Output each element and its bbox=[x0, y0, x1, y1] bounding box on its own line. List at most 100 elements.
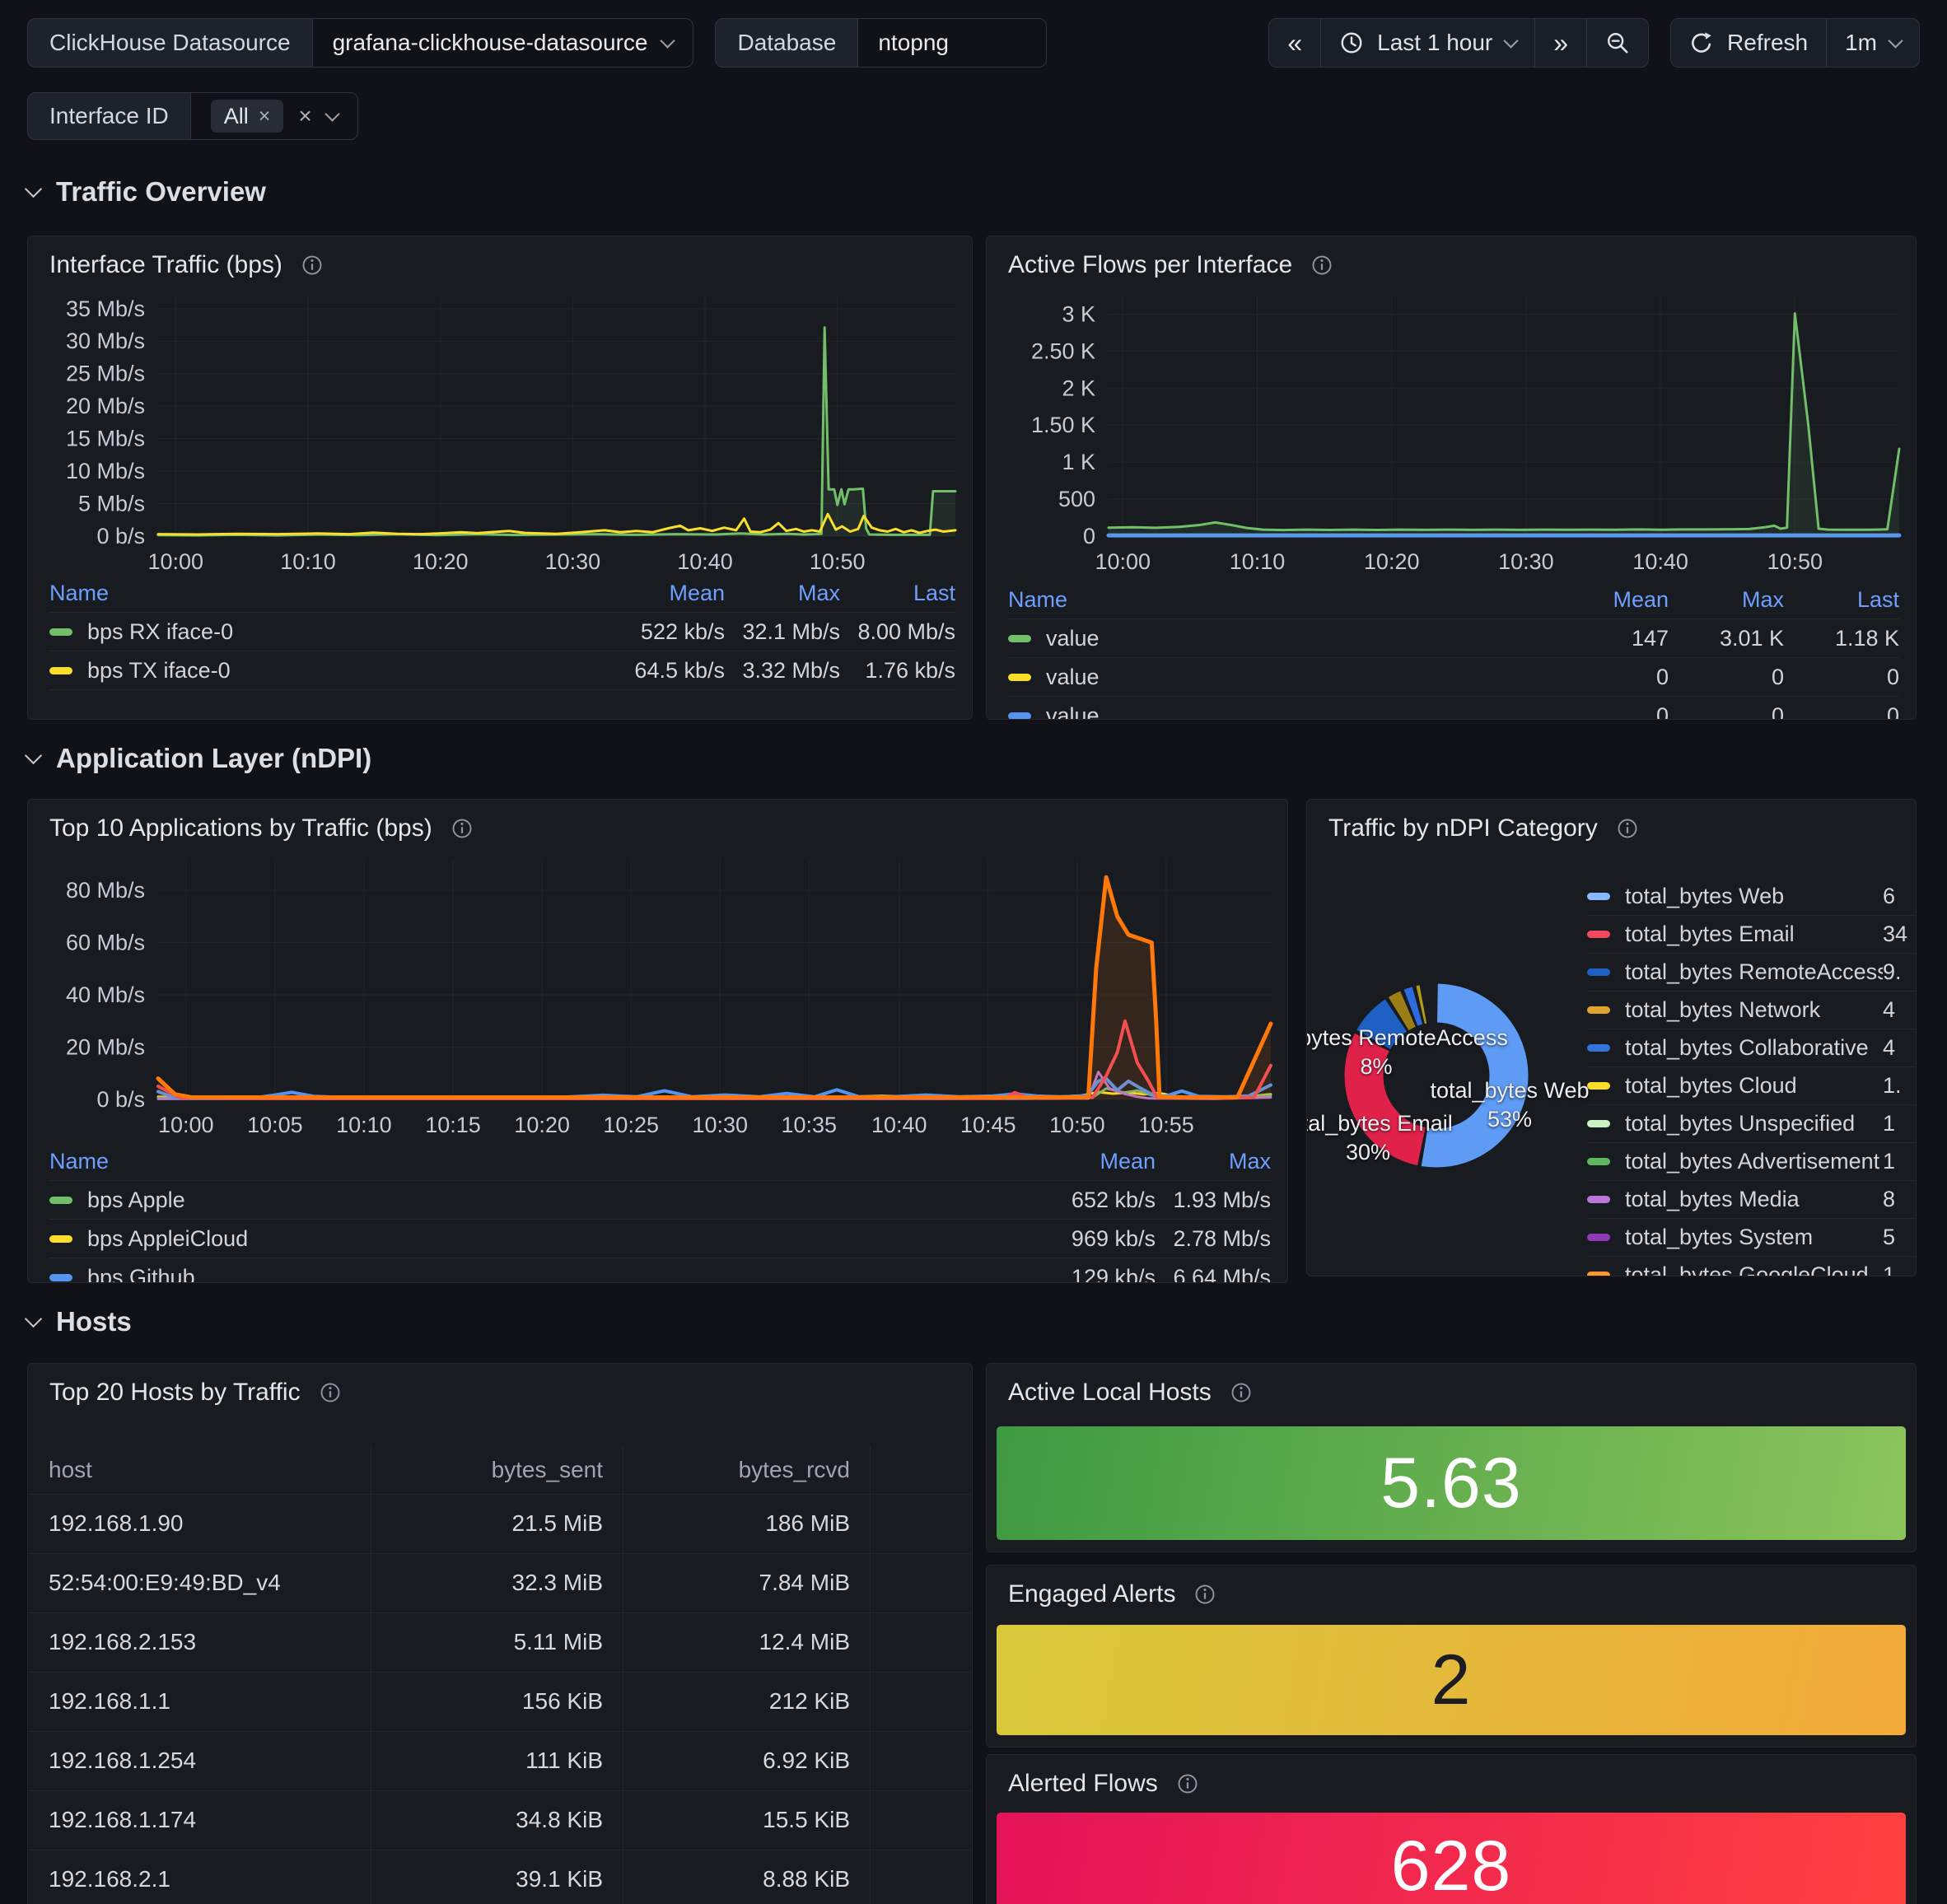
time-shift-back-button[interactable]: « bbox=[1269, 19, 1320, 67]
info-icon[interactable] bbox=[451, 817, 474, 840]
series-name: bps Apple bbox=[87, 1188, 1040, 1213]
legend-row[interactable]: bps Apple652 kb/s1.93 Mb/s bbox=[49, 1181, 1271, 1220]
panel-title: Interface Traffic (bps) bbox=[49, 251, 282, 279]
legend-row[interactable]: total_bytes Web6 bbox=[1587, 878, 1916, 916]
legend-row[interactable]: value1473.01 K1.18 K bbox=[1008, 619, 1899, 658]
zoom-out-button[interactable] bbox=[1586, 19, 1648, 67]
series-value: 6 bbox=[1883, 884, 1916, 909]
active-flows-chart[interactable]: 05001 K1.50 K2 K2.50 K3 K10:0010:1010:20… bbox=[993, 284, 1909, 574]
legend-row[interactable]: total_bytes Advertisement1 bbox=[1587, 1143, 1916, 1181]
info-icon[interactable] bbox=[1310, 254, 1333, 277]
legend-row[interactable]: value000 bbox=[1008, 697, 1899, 720]
legend-row[interactable]: bps AppleiCloud969 kb/s2.78 Mb/s bbox=[49, 1220, 1271, 1258]
top-applications-chart[interactable]: 0 b/s20 Mb/s40 Mb/s60 Mb/s80 Mb/s10:0010… bbox=[35, 847, 1281, 1137]
legend-row[interactable]: bps TX iface-064.5 kb/s3.32 Mb/s1.76 kb/… bbox=[49, 651, 955, 690]
hosts-table: hostbytes_sentbytes_rcvd192.168.1.9021.5… bbox=[29, 1446, 971, 1904]
legend-row[interactable]: bps Github129 kb/s6.64 Mb/s bbox=[49, 1258, 1271, 1283]
series-name: total_bytes RemoteAccess bbox=[1625, 959, 1883, 985]
svg-text:10:30: 10:30 bbox=[693, 1113, 749, 1137]
donut-label: total_bytes RemoteAccess8% bbox=[1306, 1024, 1524, 1081]
table-row: 192.168.1.254111 KiB6.92 KiB bbox=[29, 1731, 971, 1790]
series-color-pill bbox=[1008, 635, 1031, 642]
bytes-sent-cell: 34.8 KiB bbox=[371, 1790, 623, 1850]
info-icon[interactable] bbox=[301, 254, 324, 277]
table-row: 192.168.2.139.1 KiB8.88 KiB bbox=[29, 1850, 971, 1904]
section-application-layer[interactable]: Application Layer (nDPI) bbox=[27, 743, 371, 774]
series-name: total_bytes Cloud bbox=[1625, 1073, 1883, 1099]
series-value: 2.78 Mb/s bbox=[1156, 1226, 1271, 1252]
column-header-bytes-sent[interactable]: bytes_sent bbox=[371, 1446, 623, 1495]
series-value: 6.64 Mb/s bbox=[1156, 1265, 1271, 1284]
table-row: 192.168.1.17434.8 KiB15.5 KiB bbox=[29, 1790, 971, 1850]
clear-icon[interactable]: × bbox=[298, 105, 311, 128]
section-title: Traffic Overview bbox=[56, 176, 266, 208]
datasource-select[interactable]: grafana-clickhouse-datasource bbox=[312, 19, 693, 67]
series-name: bps RX iface-0 bbox=[87, 619, 609, 645]
legend-col-mean: Mean bbox=[1040, 1149, 1156, 1174]
column-header-empty bbox=[871, 1446, 971, 1495]
close-icon[interactable]: × bbox=[259, 106, 271, 127]
info-icon[interactable] bbox=[319, 1381, 342, 1404]
legend-row[interactable]: bps RX iface-0522 kb/s32.1 Mb/s8.00 Mb/s bbox=[49, 613, 955, 651]
column-header-host[interactable]: host bbox=[29, 1446, 371, 1495]
section-traffic-overview[interactable]: Traffic Overview bbox=[27, 176, 266, 208]
panel-engaged-alerts: Engaged Alerts 2 bbox=[986, 1565, 1917, 1748]
svg-text:40 Mb/s: 40 Mb/s bbox=[66, 982, 145, 1007]
svg-text:10:00: 10:00 bbox=[148, 549, 204, 574]
legend-row[interactable]: total_bytes Email34 bbox=[1587, 916, 1916, 954]
refresh-button[interactable]: Refresh bbox=[1671, 19, 1826, 67]
svg-text:0 b/s: 0 b/s bbox=[96, 1087, 145, 1112]
legend-row[interactable]: total_bytes GoogleCloud1 bbox=[1587, 1257, 1916, 1276]
refresh-interval-select[interactable]: 1m bbox=[1826, 19, 1919, 67]
series-color-pill bbox=[49, 1197, 72, 1204]
filter-chip-all[interactable]: All × bbox=[211, 100, 284, 133]
clock-icon bbox=[1339, 30, 1364, 55]
bytes-sent-cell: 21.5 MiB bbox=[371, 1494, 623, 1554]
table-row: 52:54:00:E9:49:BD_v432.3 MiB7.84 MiB bbox=[29, 1553, 971, 1612]
database-value: ntopng bbox=[878, 30, 949, 56]
column-header-bytes-rcvd[interactable]: bytes_rcvd bbox=[623, 1446, 871, 1495]
series-value: 147 bbox=[1553, 626, 1669, 651]
host-cell: 192.168.1.254 bbox=[29, 1731, 371, 1791]
info-icon[interactable] bbox=[1230, 1381, 1253, 1404]
time-range-picker[interactable]: Last 1 hour bbox=[1320, 19, 1534, 67]
legend-row[interactable]: total_bytes RemoteAccess9. bbox=[1587, 954, 1916, 992]
series-color-pill bbox=[49, 628, 72, 636]
info-icon[interactable] bbox=[1193, 1583, 1216, 1606]
bytes-rcvd-cell: 8.88 KiB bbox=[623, 1850, 871, 1904]
time-controls: « Last 1 hour » bbox=[1268, 18, 1649, 68]
interface-id-select[interactable]: All × × bbox=[190, 93, 357, 139]
info-icon[interactable] bbox=[1176, 1772, 1199, 1795]
svg-text:10:55: 10:55 bbox=[1138, 1113, 1194, 1137]
time-shift-forward-button[interactable]: » bbox=[1534, 19, 1586, 67]
chart-svg-active_flows[interactable]: 05001 K1.50 K2 K2.50 K3 K10:0010:1010:20… bbox=[993, 284, 1909, 574]
legend-row[interactable]: value000 bbox=[1008, 658, 1899, 697]
zoom-out-icon bbox=[1605, 30, 1630, 55]
legend-row[interactable]: total_bytes Network4 bbox=[1587, 992, 1916, 1029]
datasource-picker[interactable]: ClickHouse Datasource grafana-clickhouse… bbox=[27, 18, 693, 68]
chart-svg-interface_traffic[interactable]: 0 b/s5 Mb/s10 Mb/s15 Mb/s20 Mb/s25 Mb/s3… bbox=[35, 284, 965, 574]
interface-traffic-chart[interactable]: 0 b/s5 Mb/s10 Mb/s15 Mb/s20 Mb/s25 Mb/s3… bbox=[35, 284, 965, 574]
section-hosts[interactable]: Hosts bbox=[27, 1306, 132, 1337]
series-value: 0 bbox=[1553, 703, 1669, 721]
svg-text:10:40: 10:40 bbox=[1632, 549, 1688, 574]
series-value: 0 bbox=[1784, 665, 1899, 690]
database-label: Database bbox=[716, 19, 857, 67]
database-input[interactable]: ntopng bbox=[857, 19, 1046, 67]
series-color-pill bbox=[1587, 1158, 1610, 1165]
bytes-rcvd-cell: 6.92 KiB bbox=[623, 1731, 871, 1791]
svg-text:20 Mb/s: 20 Mb/s bbox=[66, 394, 145, 418]
panel-title: Active Flows per Interface bbox=[1008, 251, 1292, 279]
svg-text:10:40: 10:40 bbox=[871, 1113, 927, 1137]
series-value: 3.32 Mb/s bbox=[725, 658, 840, 684]
legend-row[interactable]: total_bytes Collaborative4 bbox=[1587, 1029, 1916, 1067]
series-name: value bbox=[1046, 703, 1553, 721]
series-value: 8.00 Mb/s bbox=[840, 619, 955, 645]
legend-row[interactable]: total_bytes Media8 bbox=[1587, 1181, 1916, 1219]
legend-row[interactable]: total_bytes System5 bbox=[1587, 1219, 1916, 1257]
series-value: 4 bbox=[1883, 1035, 1916, 1061]
info-icon[interactable] bbox=[1616, 817, 1639, 840]
series-value: 32.1 Mb/s bbox=[725, 619, 840, 645]
chart-svg-top_apps[interactable]: 0 b/s20 Mb/s40 Mb/s60 Mb/s80 Mb/s10:0010… bbox=[35, 847, 1281, 1137]
series-value: 34 bbox=[1883, 922, 1916, 947]
